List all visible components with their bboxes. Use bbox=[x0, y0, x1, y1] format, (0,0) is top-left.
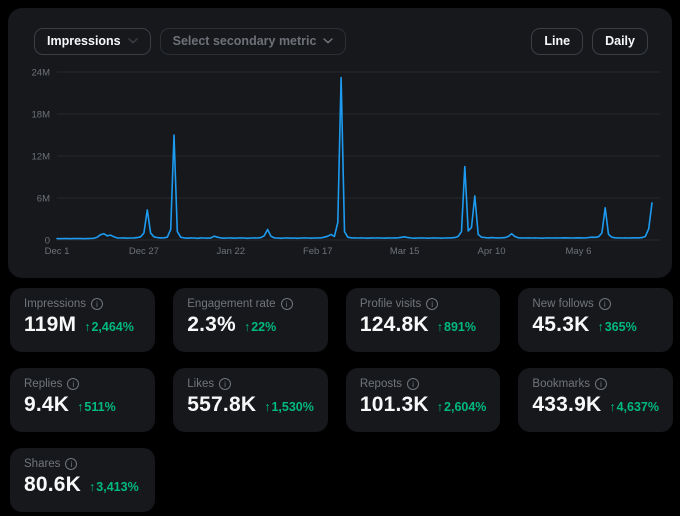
y-axis-tick-label: 24M bbox=[32, 68, 51, 79]
y-axis-tick-label: 6M bbox=[37, 194, 50, 205]
metric-cards-grid: Impressions i 119M ↑2,464% Engagement ra… bbox=[10, 288, 673, 512]
stat-card-value: 101.3K bbox=[359, 393, 429, 416]
stat-card-replies: Replies i 9.4K ↑511% bbox=[10, 368, 156, 432]
impressions-line-chart[interactable]: 0 6M 12M 18M 24M Dec 1 Dec 27 Jan 22 Feb 17 Mar 1… bbox=[28, 64, 664, 264]
granularity-button[interactable]: Daily bbox=[592, 27, 648, 55]
stat-card-change: ↑3,413% bbox=[89, 480, 139, 494]
impressions-chart-panel: Impressions Select secondary metric Line… bbox=[8, 8, 672, 278]
stat-card-change: ↑1,530% bbox=[264, 400, 314, 414]
stat-card-reposts: Reposts i 101.3K ↑2,604% bbox=[345, 368, 501, 432]
stat-card-label: Shares bbox=[24, 458, 61, 470]
chevron-down-icon bbox=[127, 38, 138, 44]
y-axis-tick-label: 0 bbox=[45, 236, 50, 247]
stat-card-change: ↑4,637% bbox=[609, 400, 659, 414]
up-arrow-icon: ↑ bbox=[597, 320, 604, 334]
info-icon[interactable]: i bbox=[67, 378, 80, 390]
up-arrow-icon: ↑ bbox=[264, 400, 271, 414]
x-axis-tick-label: Mar 15 bbox=[390, 246, 420, 257]
stat-card-value: 124.8K bbox=[359, 313, 429, 336]
chart-type-label: Line bbox=[544, 34, 571, 48]
up-arrow-icon: ↑ bbox=[243, 320, 251, 334]
stat-card-shares: Shares i 80.6K ↑3,413% bbox=[10, 448, 156, 512]
x-axis-tick-label: Apr 10 bbox=[478, 246, 506, 257]
primary-metric-button[interactable]: Impressions bbox=[34, 27, 151, 55]
y-axis-tick-label: 12M bbox=[32, 152, 51, 163]
stat-card-value: 80.6K bbox=[24, 473, 82, 496]
granularity-label: Daily bbox=[605, 34, 635, 48]
stat-card-engagement-rate: Engagement rate i 2.3% ↑22% bbox=[173, 288, 328, 352]
up-arrow-icon: ↑ bbox=[609, 400, 616, 414]
stat-card-profile-visits: Profile visits i 124.8K ↑891% bbox=[345, 288, 501, 352]
stat-card-value: 119M bbox=[24, 313, 77, 336]
stat-card-label: New follows bbox=[532, 298, 594, 310]
x-axis-tick-label: Feb 17 bbox=[303, 246, 333, 257]
stat-card-label: Engagement rate bbox=[187, 298, 276, 310]
info-icon[interactable]: i bbox=[426, 298, 439, 310]
up-arrow-icon: ↑ bbox=[436, 320, 444, 334]
stat-card-label: Likes bbox=[187, 378, 215, 390]
info-icon[interactable]: i bbox=[594, 378, 607, 390]
stat-card-change: ↑2,604% bbox=[436, 400, 487, 414]
info-icon[interactable]: i bbox=[280, 298, 293, 310]
stat-card-value: 9.4K bbox=[24, 393, 70, 416]
impressions-line-series[interactable] bbox=[56, 76, 653, 240]
stat-card-label: Profile visits bbox=[359, 298, 422, 310]
chart-type-button[interactable]: Line bbox=[531, 27, 584, 55]
info-icon[interactable]: i bbox=[91, 298, 103, 310]
x-axis-tick-label: Jan 22 bbox=[217, 246, 246, 257]
up-arrow-icon: ↑ bbox=[89, 480, 96, 494]
stat-card-label: Impressions bbox=[24, 298, 86, 310]
stat-card-new-follows: New follows i 45.3K ↑365% bbox=[518, 288, 673, 352]
stat-card-label: Bookmarks bbox=[532, 378, 590, 390]
x-axis-tick-label: May 6 bbox=[566, 246, 592, 257]
up-arrow-icon: ↑ bbox=[77, 400, 84, 414]
info-icon[interactable]: i bbox=[598, 298, 611, 310]
stat-card-value: 557.8K bbox=[187, 393, 257, 416]
stat-card-label: Reposts bbox=[359, 378, 403, 390]
up-arrow-icon: ↑ bbox=[84, 320, 91, 334]
stat-card-change: ↑511% bbox=[77, 400, 116, 414]
x-axis-tick-label: Dec 1 bbox=[45, 246, 70, 257]
primary-metric-label: Impressions bbox=[47, 34, 121, 48]
stat-card-impressions: Impressions i 119M ↑2,464% bbox=[10, 288, 156, 352]
secondary-metric-label: Select secondary metric bbox=[172, 34, 317, 48]
stat-card-value: 2.3% bbox=[187, 313, 236, 336]
stat-card-likes: Likes i 557.8K ↑1,530% bbox=[173, 368, 328, 432]
chevron-down-icon bbox=[323, 38, 334, 44]
info-icon[interactable]: i bbox=[219, 378, 232, 390]
stat-card-label: Replies bbox=[24, 378, 63, 390]
x-axis-tick-label: Dec 27 bbox=[129, 246, 159, 257]
info-icon[interactable]: i bbox=[65, 458, 78, 470]
stat-card-value: 45.3K bbox=[532, 313, 590, 336]
stat-card-change: ↑2,464% bbox=[84, 320, 134, 334]
secondary-metric-select[interactable]: Select secondary metric bbox=[159, 27, 347, 55]
chart-toolbar: Impressions Select secondary metric Line… bbox=[34, 27, 648, 55]
up-arrow-icon: ↑ bbox=[436, 400, 444, 414]
stat-card-change: ↑22% bbox=[243, 320, 277, 334]
y-axis-tick-label: 18M bbox=[32, 110, 51, 121]
info-icon[interactable]: i bbox=[407, 378, 420, 390]
stat-card-value: 433.9K bbox=[532, 393, 602, 416]
stat-card-bookmarks: Bookmarks i 433.9K ↑4,637% bbox=[518, 368, 673, 432]
stat-card-change: ↑365% bbox=[597, 320, 637, 334]
stat-card-change: ↑891% bbox=[436, 320, 476, 334]
